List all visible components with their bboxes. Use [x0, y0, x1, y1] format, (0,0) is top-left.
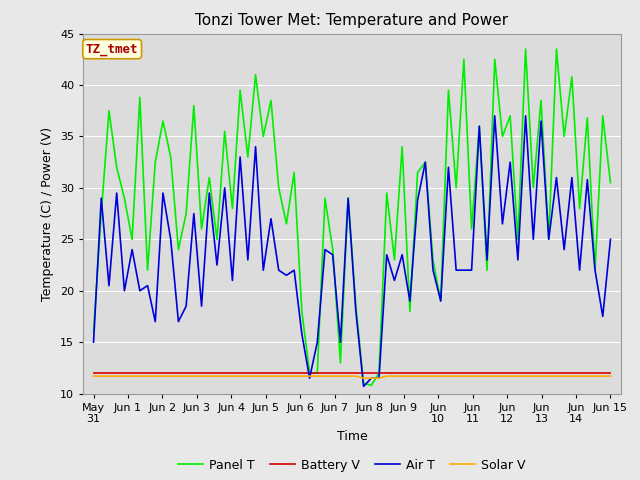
Air T — [514, 257, 522, 263]
Air T — [491, 113, 499, 119]
Battery V — [205, 370, 213, 376]
Air T — [445, 165, 452, 170]
Battery V — [213, 370, 221, 376]
Line: Solar V: Solar V — [93, 376, 611, 378]
Legend: Panel T, Battery V, Air T, Solar V: Panel T, Battery V, Air T, Solar V — [173, 454, 531, 477]
Panel T — [445, 87, 452, 93]
Battery V — [390, 370, 398, 376]
Text: TZ_tmet: TZ_tmet — [86, 43, 138, 56]
Battery V — [552, 370, 560, 376]
Air T — [576, 267, 584, 273]
Air T — [561, 247, 568, 252]
Panel T — [90, 329, 97, 335]
Line: Panel T: Panel T — [93, 49, 611, 385]
Solar V — [360, 375, 367, 381]
Air T — [468, 267, 476, 273]
Y-axis label: Temperature (C) / Power (V): Temperature (C) / Power (V) — [42, 127, 54, 300]
Solar V — [213, 373, 221, 379]
Solar V — [561, 373, 568, 379]
Battery V — [607, 370, 614, 376]
Title: Tonzi Tower Met: Temperature and Power: Tonzi Tower Met: Temperature and Power — [195, 13, 509, 28]
Panel T — [607, 180, 614, 186]
Battery V — [591, 370, 599, 376]
Solar V — [398, 373, 406, 379]
Solar V — [90, 373, 97, 379]
Solar V — [390, 373, 398, 379]
Panel T — [468, 226, 476, 232]
Air T — [360, 384, 367, 389]
Panel T — [561, 133, 568, 139]
Battery V — [383, 370, 390, 376]
Panel T — [506, 113, 514, 119]
Air T — [90, 339, 97, 345]
Panel T — [576, 205, 584, 211]
Solar V — [607, 373, 614, 379]
Panel T — [367, 383, 375, 388]
Panel T — [568, 74, 576, 80]
X-axis label: Time: Time — [337, 430, 367, 443]
Line: Air T: Air T — [93, 116, 611, 386]
Panel T — [522, 46, 529, 52]
Solar V — [205, 373, 213, 379]
Battery V — [90, 370, 97, 376]
Air T — [568, 175, 576, 180]
Air T — [607, 237, 614, 242]
Solar V — [306, 373, 314, 379]
